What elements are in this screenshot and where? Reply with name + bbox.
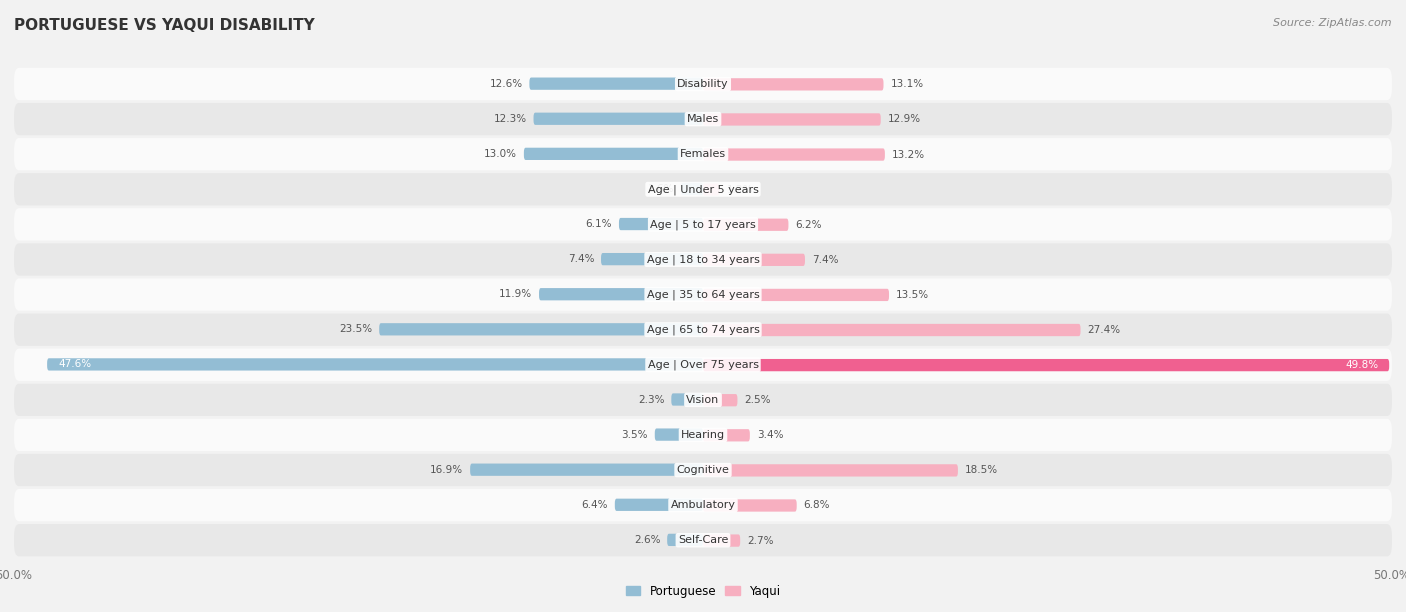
FancyBboxPatch shape <box>48 358 703 370</box>
Text: 13.0%: 13.0% <box>484 149 517 159</box>
FancyBboxPatch shape <box>681 183 703 195</box>
Text: 11.9%: 11.9% <box>499 289 531 299</box>
Text: 13.5%: 13.5% <box>896 290 929 300</box>
Text: 6.1%: 6.1% <box>585 219 612 229</box>
Text: 2.7%: 2.7% <box>747 536 773 545</box>
Text: Self-Care: Self-Care <box>678 536 728 545</box>
FancyBboxPatch shape <box>703 394 738 406</box>
Text: Males: Males <box>688 114 718 124</box>
Text: Age | Under 5 years: Age | Under 5 years <box>648 184 758 195</box>
Text: 13.2%: 13.2% <box>891 149 925 160</box>
FancyBboxPatch shape <box>703 113 880 125</box>
Text: 7.4%: 7.4% <box>568 254 595 264</box>
FancyBboxPatch shape <box>14 419 1392 451</box>
Text: Age | Over 75 years: Age | Over 75 years <box>648 359 758 370</box>
FancyBboxPatch shape <box>14 68 1392 100</box>
Text: Age | 5 to 17 years: Age | 5 to 17 years <box>650 219 756 230</box>
Text: Females: Females <box>681 149 725 159</box>
FancyBboxPatch shape <box>14 489 1392 521</box>
Text: Age | 65 to 74 years: Age | 65 to 74 years <box>647 324 759 335</box>
FancyBboxPatch shape <box>524 147 703 160</box>
Text: Age | 35 to 64 years: Age | 35 to 64 years <box>647 289 759 300</box>
FancyBboxPatch shape <box>703 78 883 91</box>
Text: 6.4%: 6.4% <box>582 500 607 510</box>
Text: Hearing: Hearing <box>681 430 725 440</box>
FancyBboxPatch shape <box>600 253 703 265</box>
Text: 3.5%: 3.5% <box>621 430 648 439</box>
FancyBboxPatch shape <box>530 78 703 90</box>
FancyBboxPatch shape <box>470 463 703 476</box>
FancyBboxPatch shape <box>14 524 1392 556</box>
Text: Disability: Disability <box>678 79 728 89</box>
FancyBboxPatch shape <box>538 288 703 300</box>
Text: 49.8%: 49.8% <box>1346 360 1378 370</box>
FancyBboxPatch shape <box>703 359 1389 371</box>
FancyBboxPatch shape <box>14 384 1392 416</box>
FancyBboxPatch shape <box>14 349 1392 381</box>
FancyBboxPatch shape <box>703 465 957 477</box>
Text: 1.2%: 1.2% <box>727 185 754 195</box>
Text: 2.3%: 2.3% <box>638 395 665 405</box>
FancyBboxPatch shape <box>14 138 1392 170</box>
Text: Age | 18 to 34 years: Age | 18 to 34 years <box>647 254 759 265</box>
Text: 13.1%: 13.1% <box>890 80 924 89</box>
FancyBboxPatch shape <box>14 103 1392 135</box>
Text: Vision: Vision <box>686 395 720 405</box>
FancyBboxPatch shape <box>668 534 703 546</box>
FancyBboxPatch shape <box>703 289 889 301</box>
Text: 6.2%: 6.2% <box>796 220 823 230</box>
Text: 23.5%: 23.5% <box>339 324 373 334</box>
FancyBboxPatch shape <box>655 428 703 441</box>
FancyBboxPatch shape <box>703 184 720 196</box>
Legend: Portuguese, Yaqui: Portuguese, Yaqui <box>621 580 785 602</box>
Text: 27.4%: 27.4% <box>1087 325 1121 335</box>
Text: 12.9%: 12.9% <box>887 114 921 124</box>
FancyBboxPatch shape <box>703 148 884 161</box>
FancyBboxPatch shape <box>671 394 703 406</box>
Text: PORTUGUESE VS YAQUI DISABILITY: PORTUGUESE VS YAQUI DISABILITY <box>14 18 315 34</box>
Text: 6.8%: 6.8% <box>804 501 830 510</box>
FancyBboxPatch shape <box>703 429 749 441</box>
Text: Cognitive: Cognitive <box>676 465 730 475</box>
Text: 12.6%: 12.6% <box>489 79 523 89</box>
Text: 2.5%: 2.5% <box>744 395 770 405</box>
Text: 7.4%: 7.4% <box>811 255 838 265</box>
FancyBboxPatch shape <box>533 113 703 125</box>
FancyBboxPatch shape <box>703 499 797 512</box>
FancyBboxPatch shape <box>703 254 806 266</box>
Text: 2.6%: 2.6% <box>634 535 661 545</box>
FancyBboxPatch shape <box>14 244 1392 275</box>
Text: 12.3%: 12.3% <box>494 114 527 124</box>
Text: 47.6%: 47.6% <box>58 359 91 370</box>
FancyBboxPatch shape <box>14 173 1392 206</box>
FancyBboxPatch shape <box>14 278 1392 311</box>
FancyBboxPatch shape <box>619 218 703 230</box>
Text: Source: ZipAtlas.com: Source: ZipAtlas.com <box>1274 18 1392 28</box>
Text: 3.4%: 3.4% <box>756 430 783 440</box>
Text: Ambulatory: Ambulatory <box>671 500 735 510</box>
FancyBboxPatch shape <box>703 534 740 547</box>
FancyBboxPatch shape <box>703 324 1081 336</box>
FancyBboxPatch shape <box>614 499 703 511</box>
FancyBboxPatch shape <box>380 323 703 335</box>
FancyBboxPatch shape <box>14 454 1392 486</box>
Text: 1.6%: 1.6% <box>648 184 673 194</box>
FancyBboxPatch shape <box>14 208 1392 241</box>
Text: 18.5%: 18.5% <box>965 465 998 476</box>
FancyBboxPatch shape <box>703 218 789 231</box>
Text: 16.9%: 16.9% <box>430 465 463 475</box>
FancyBboxPatch shape <box>14 313 1392 346</box>
